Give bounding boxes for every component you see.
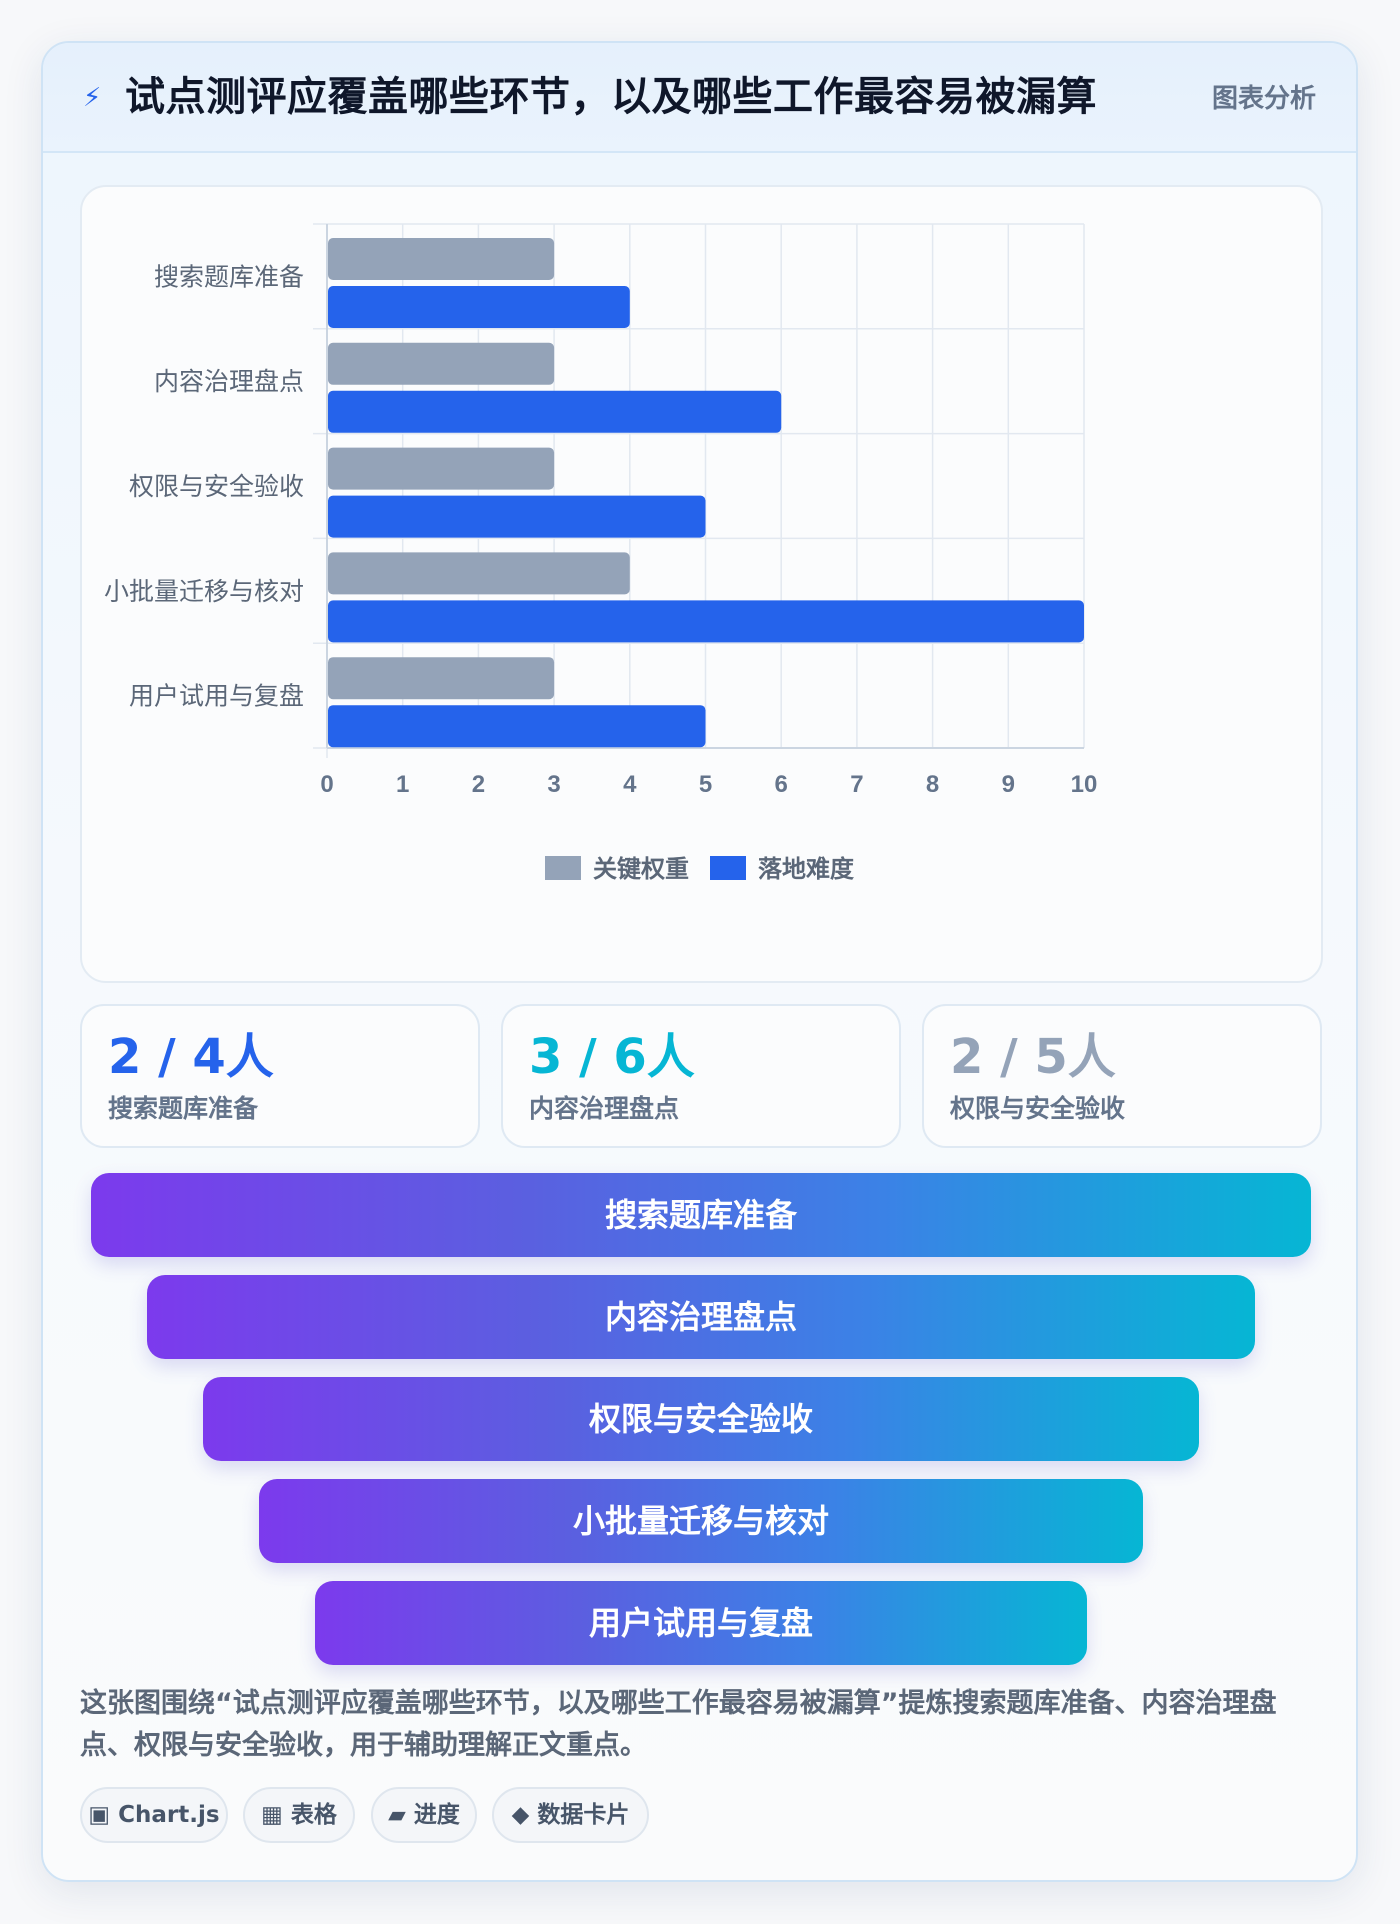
x-tick-label: 5 (699, 771, 712, 798)
chart-analysis-tag: 图表分析 (1211, 84, 1316, 114)
x-tick-label: 8 (926, 771, 939, 798)
x-tick-label: 2 (472, 771, 485, 798)
category-label: 内容治理盘点 (154, 367, 304, 396)
chip-table[interactable]: ▦ 表格 (243, 1787, 355, 1843)
x-tick-label: 10 (1071, 771, 1098, 798)
stat-value: 2 / 5人 (950, 1029, 1116, 1085)
x-tick-label: 7 (850, 771, 863, 798)
bar-difficulty (328, 286, 630, 328)
stat-label: 搜索题库准备 (108, 1094, 259, 1123)
funnel-step-4: 小批量迁移与核对 (259, 1479, 1143, 1563)
page-title: 试点测评应覆盖哪些环节，以及哪些工作最容易被漏算 (125, 74, 1097, 120)
lightning-icon: ⚡ (83, 83, 102, 113)
chip-label: 进度 (413, 1802, 460, 1828)
legend-label: 关键权重 (593, 855, 689, 883)
bar-weight (328, 657, 555, 700)
chip-label: Chart.js (118, 1802, 220, 1828)
bar-weight (328, 447, 555, 490)
chip-chartjs[interactable]: ▣ Chart.js (80, 1787, 228, 1843)
stat-label: 内容治理盘点 (529, 1094, 680, 1123)
stat-card-2: 3 / 6人 内容治理盘点 (501, 1004, 901, 1148)
x-tick-label: 3 (547, 771, 560, 798)
bar-weight (328, 342, 555, 385)
funnel-step-2: 内容治理盘点 (147, 1275, 1255, 1359)
chip-data-card[interactable]: ◆ 数据卡片 (492, 1787, 649, 1843)
funnel-step-1: 搜索题库准备 (91, 1173, 1311, 1257)
legend-swatch (545, 856, 581, 880)
bar-weight (328, 552, 630, 595)
chart-description: 这张图围绕“试点测评应覆盖哪些环节，以及哪些工作最容易被漏算”提炼搜索题库准备、… (80, 1688, 1277, 1761)
x-tick-label: 0 (320, 771, 333, 798)
stat-card-1: 2 / 4人 搜索题库准备 (80, 1004, 480, 1148)
x-tick-label: 4 (623, 771, 637, 798)
category-label: 小批量迁移与核对 (104, 577, 304, 606)
stat-value: 3 / 6人 (529, 1029, 695, 1085)
stat-value: 2 / 4人 (108, 1029, 274, 1085)
x-tick-label: 1 (396, 771, 409, 798)
bar-difficulty (328, 495, 706, 538)
chart-icon: ▣ (88, 1802, 111, 1828)
stat-card-3: 2 / 5人 权限与安全验收 (922, 1004, 1322, 1148)
progress-icon: ▰ (388, 1802, 406, 1828)
bar-difficulty (328, 600, 1084, 643)
chart-card: ⚡ 试点测评应覆盖哪些环节，以及哪些工作最容易被漏算 图表分析 搜索题库准备 内容… (41, 41, 1358, 1882)
chip-progress[interactable]: ▰ 进度 (371, 1787, 477, 1843)
x-tick-label: 6 (775, 771, 788, 798)
bar-difficulty (328, 390, 782, 433)
stat-label: 权限与安全验收 (950, 1094, 1126, 1123)
legend-swatch (710, 856, 746, 880)
card-header: ⚡ 试点测评应覆盖哪些环节，以及哪些工作最容易被漏算 图表分析 (43, 43, 1356, 153)
table-icon: ▦ (261, 1802, 283, 1828)
category-label: 用户试用与复盘 (129, 682, 304, 711)
category-label: 搜索题库准备 (154, 262, 304, 291)
funnel-step-3: 权限与安全验收 (203, 1377, 1199, 1461)
funnel-step-5: 用户试用与复盘 (315, 1581, 1087, 1665)
bar-difficulty (328, 705, 706, 748)
bar-weight (328, 238, 555, 280)
category-label: 权限与安全验收 (129, 472, 304, 501)
diamond-icon: ◆ (511, 1802, 530, 1828)
chip-label: 表格 (290, 1802, 337, 1828)
chart-panel: 搜索题库准备 内容治理盘点权限与安全验收小批量迁移与核对用户试用与复盘 0 1 2 3 4 5… (80, 185, 1323, 983)
chip-label: 数据卡片 (537, 1802, 630, 1828)
legend-label: 落地难度 (758, 855, 855, 883)
x-tick-label: 9 (1002, 771, 1015, 798)
